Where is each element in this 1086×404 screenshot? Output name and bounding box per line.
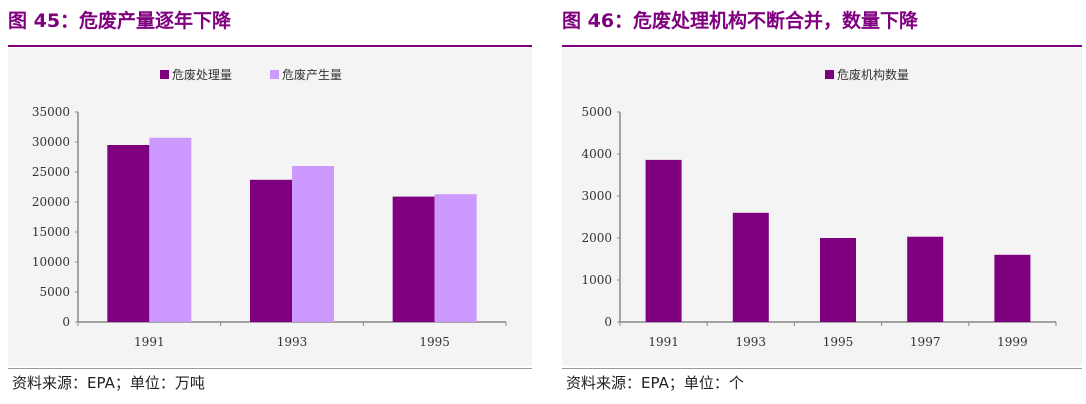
bar-1993-2 — [292, 166, 334, 322]
bar-1993-1 — [732, 212, 769, 322]
right-title-rule — [562, 45, 1082, 47]
x-tick-label: 1993 — [277, 335, 308, 349]
y-tick-label: 15000 — [32, 225, 70, 239]
legend-label: 危废机构数量 — [837, 67, 909, 82]
bar-1997-1 — [907, 236, 944, 322]
left-chart-panel: 0 5000 10000 15000 20000 25000 30000 35000 1991 1… — [8, 48, 532, 366]
x-tick-label: 1995 — [823, 335, 854, 349]
y-tick-label: 0 — [62, 315, 70, 329]
x-tick-label: 1991 — [134, 335, 165, 349]
x-tick-label: 1991 — [648, 335, 679, 349]
left-chart-title: 图 45：危废产量逐年下降 — [8, 10, 232, 32]
y-tick-label: 35000 — [32, 105, 70, 119]
bar-1991-1 — [107, 145, 150, 322]
bar-1991-2 — [149, 137, 192, 322]
bar-1995-1 — [392, 196, 435, 322]
y-tick-label: 2000 — [581, 231, 612, 245]
y-tick-label: 1000 — [581, 273, 612, 287]
y-tick-label: 25000 — [32, 165, 70, 179]
left-source: 资料来源：EPA；单位：万吨 — [8, 368, 532, 399]
bar-1993-1 — [250, 179, 292, 322]
right-source: 资料来源：EPA；单位：个 — [562, 368, 1082, 399]
legend-label: 危废产生量 — [282, 67, 342, 82]
bar-1991-1 — [645, 159, 682, 322]
y-tick-label: 0 — [604, 315, 612, 329]
legend-label: 危废处理量 — [172, 67, 232, 82]
left-chart: 0 5000 10000 15000 20000 25000 30000 35000 1991 1… — [32, 67, 507, 349]
bar-1995-1 — [820, 238, 856, 322]
left-title-rule — [8, 45, 532, 47]
y-tick-label: 4000 — [581, 147, 612, 161]
x-tick-label: 1999 — [997, 335, 1028, 349]
x-tick-label: 1993 — [736, 335, 767, 349]
y-tick-label: 30000 — [32, 135, 70, 149]
y-tick-label: 10000 — [32, 255, 70, 269]
right-chart-panel: 0 1000 2000 3000 4000 5000 1991 1993 1995 1997 199… — [562, 48, 1082, 366]
x-tick-label: 1995 — [419, 335, 450, 349]
y-tick-label: 3000 — [581, 189, 612, 203]
legend-swatch — [825, 70, 834, 79]
right-chart: 0 1000 2000 3000 4000 5000 1991 1993 1995 1997 199… — [581, 67, 1057, 349]
bar-1995-2 — [434, 194, 477, 322]
x-tick-label: 1997 — [910, 335, 941, 349]
legend-swatch — [270, 70, 279, 79]
y-tick-label: 20000 — [32, 195, 70, 209]
y-tick-label: 5000 — [39, 285, 70, 299]
right-chart-title: 图 46：危废处理机构不断合并，数量下降 — [562, 10, 919, 32]
bar-1999-1 — [994, 254, 1031, 322]
legend-swatch — [160, 70, 169, 79]
y-tick-label: 5000 — [581, 105, 612, 119]
